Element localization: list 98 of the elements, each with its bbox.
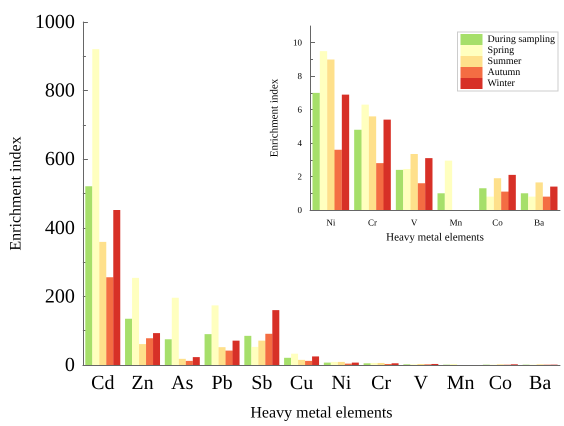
bar — [113, 210, 120, 365]
bar — [403, 169, 410, 210]
bar — [342, 94, 350, 210]
bar — [418, 183, 426, 210]
bar — [92, 49, 100, 365]
bar — [172, 298, 179, 365]
bar — [251, 346, 258, 365]
bar — [536, 182, 543, 210]
bar — [132, 278, 140, 365]
x-tick-label: Cu — [290, 372, 314, 394]
bar — [354, 130, 362, 210]
bar — [204, 334, 212, 365]
bar — [528, 196, 536, 210]
x-tick-label: Ba — [529, 372, 552, 394]
bar — [444, 160, 452, 210]
x-tick-label: Cd — [91, 372, 114, 394]
y-tick-label: 0 — [298, 205, 302, 215]
legend-label: Spring — [488, 45, 514, 56]
bar — [125, 318, 132, 365]
bar — [494, 178, 502, 210]
bar — [508, 174, 516, 210]
bar — [272, 310, 280, 365]
bar — [265, 334, 272, 365]
x-tick-label: Sb — [251, 372, 272, 394]
bar — [139, 344, 146, 365]
y-tick-label: 0 — [64, 354, 75, 376]
bar — [226, 350, 233, 365]
bar — [164, 339, 172, 365]
bar — [362, 104, 369, 210]
y-tick-label: 4 — [298, 138, 302, 148]
bar — [501, 192, 508, 210]
bar — [218, 347, 226, 365]
x-tick-label: Zn — [131, 372, 154, 394]
bar — [106, 277, 114, 365]
legend-label: Summer — [488, 56, 522, 67]
bar — [327, 59, 334, 210]
y-tick-label: 1000 — [34, 11, 75, 33]
x-tick-label: Mn — [450, 218, 463, 228]
bar — [320, 51, 328, 210]
bar — [376, 163, 384, 210]
y-tick-label: 2 — [298, 172, 302, 182]
bar — [99, 242, 106, 365]
bar — [330, 362, 338, 365]
bar — [312, 356, 320, 365]
bar — [425, 158, 432, 210]
y-tick-label: 200 — [44, 285, 75, 308]
bar — [410, 154, 418, 210]
legend-label: Winter — [488, 78, 516, 89]
bar — [368, 116, 376, 210]
bar — [146, 338, 154, 365]
y-tick-label: 400 — [44, 216, 75, 239]
x-tick-label: V — [414, 372, 429, 394]
x-tick-label: Co — [492, 218, 504, 228]
x-tick-label: Cr — [371, 372, 392, 394]
bar — [192, 357, 200, 365]
bar — [232, 340, 240, 365]
bar — [550, 186, 558, 210]
x-tick-label: Ni — [326, 218, 336, 228]
bar — [212, 305, 219, 365]
bar — [479, 188, 486, 210]
x-axis-title: Heavy metal elements — [386, 231, 484, 244]
bar — [312, 92, 320, 210]
bar — [338, 362, 345, 365]
y-axis-title: Enrichment index — [268, 78, 280, 158]
bar — [384, 120, 391, 210]
bar — [298, 360, 306, 365]
bar — [438, 193, 445, 210]
x-tick-label: Mn — [446, 372, 475, 394]
bar — [186, 360, 193, 365]
y-tick-label: 800 — [44, 80, 75, 102]
bar — [85, 186, 92, 365]
x-axis-title: Heavy metal elements — [250, 404, 393, 422]
bar — [153, 333, 160, 365]
bar — [542, 196, 550, 210]
bar — [244, 336, 252, 365]
x-tick-label: As — [171, 372, 194, 394]
bar — [291, 354, 298, 365]
y-tick-label: 6 — [298, 104, 302, 115]
legend-label: Autumn — [488, 67, 520, 78]
x-tick-label: Ba — [534, 218, 544, 228]
y-tick-label: 10 — [293, 38, 302, 48]
x-tick-label: Ni — [331, 372, 352, 394]
y-tick-label: 8 — [298, 71, 302, 82]
x-tick-label: Cr — [368, 218, 378, 228]
x-tick-label: Co — [488, 372, 512, 394]
bar — [520, 193, 528, 210]
bar — [258, 340, 266, 365]
bar — [284, 358, 292, 365]
bar — [305, 360, 312, 365]
legend-label: During sampling — [488, 34, 556, 45]
y-tick-label: 600 — [44, 148, 75, 170]
x-tick-label: Pb — [211, 372, 233, 394]
x-tick-label: V — [410, 218, 418, 228]
bar — [396, 170, 404, 210]
bar — [178, 358, 186, 365]
bar — [486, 196, 494, 210]
y-axis-title: Enrichment index — [8, 136, 24, 251]
bar — [334, 150, 342, 210]
